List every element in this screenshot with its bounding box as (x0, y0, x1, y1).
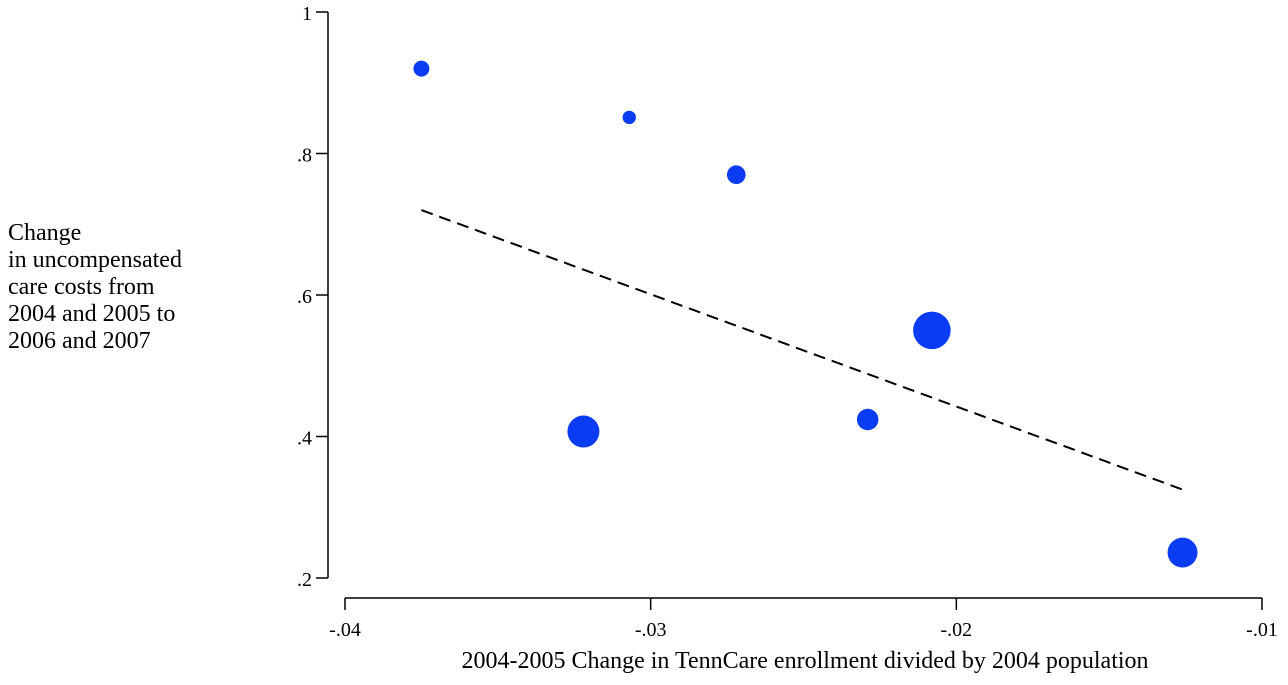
data-point (413, 60, 430, 77)
fit-line-layer (421, 209, 1183, 491)
y-axis-label-line: Change (8, 220, 82, 246)
axes-layer: .2 .4 .6 .8 1 -.04 -.03 -.02 -.01 (297, 3, 1278, 641)
x-tick-label: -.04 (329, 619, 361, 641)
y-tick-label: .6 (297, 286, 312, 308)
y-axis-label-line: care costs from (8, 274, 155, 300)
data-point (913, 311, 951, 350)
y-tick-label: .4 (297, 428, 312, 450)
data-point (726, 165, 746, 185)
fit-line (421, 209, 1183, 491)
y-axis-label-line: 2006 and 2007 (8, 328, 151, 354)
data-point (1167, 537, 1198, 568)
data-point (856, 408, 879, 431)
data-point (622, 110, 636, 125)
x-tick-label: -.01 (1246, 619, 1278, 641)
points-layer (413, 60, 1198, 568)
y-tick-label: 1 (302, 3, 312, 25)
data-point (567, 415, 600, 448)
y-axis-label-line: in uncompensated (8, 247, 182, 273)
y-tick-label: .8 (297, 145, 312, 167)
y-axis-label: Change in uncompensated care costs from … (8, 220, 182, 355)
x-tick-label: -.03 (635, 619, 667, 641)
y-axis-label-line: 2004 and 2005 to (8, 301, 176, 327)
x-axis-label: 2004-2005 Change in TennCare enrollment … (461, 648, 1149, 674)
x-tick-label: -.02 (940, 619, 972, 641)
y-tick-label: .2 (297, 569, 312, 591)
